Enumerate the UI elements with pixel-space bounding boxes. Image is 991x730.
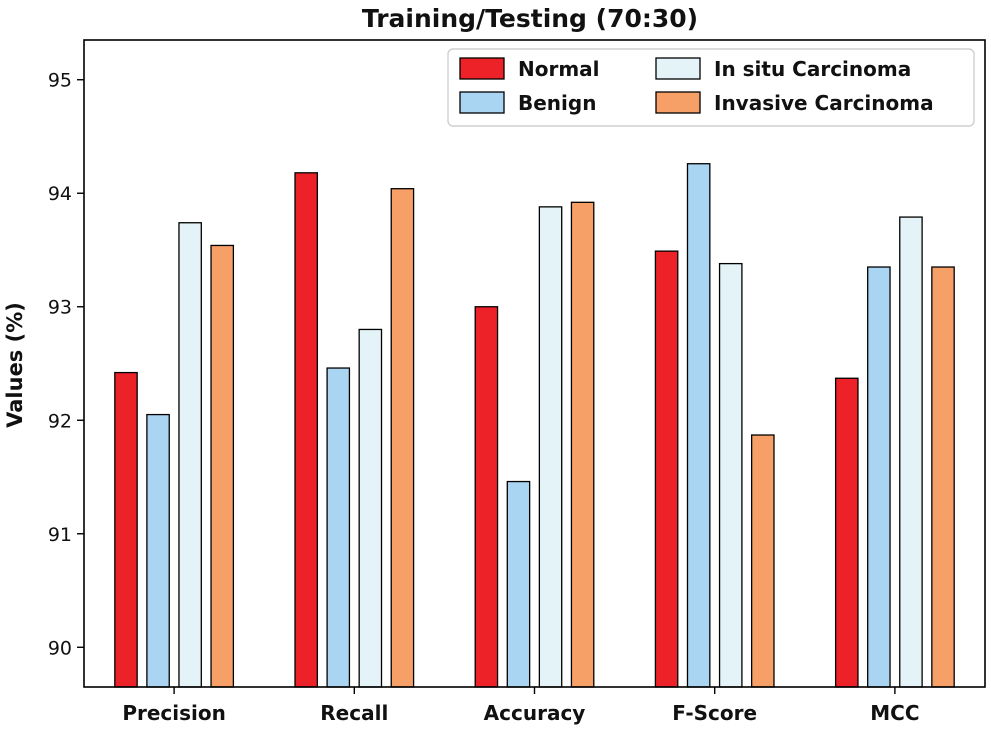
y-tick-label: 90 [48, 637, 72, 659]
legend-frame [447, 48, 975, 127]
legend-swatch [655, 91, 701, 114]
legend-swatch [459, 57, 505, 80]
y-axis-label: Values (%) [3, 302, 27, 428]
x-tick-label: Precision [122, 701, 226, 725]
bar-in-situ-carcinoma-accuracy [538, 206, 563, 688]
x-tick-label: Recall [320, 701, 388, 725]
y-tick-label: 92 [48, 410, 72, 432]
x-tick-label: MCC [870, 701, 919, 725]
bar-in-situ-carcinoma-mcc [899, 216, 923, 688]
chart-title: Training/Testing (70:30) [362, 4, 698, 33]
y-tick-label: 94 [48, 183, 72, 205]
bar-invasive-carcinoma-accuracy [570, 201, 595, 688]
bar-normal-recall [294, 172, 319, 688]
legend-label: Invasive Carcinoma [714, 91, 934, 115]
y-tick-label: 91 [48, 524, 72, 546]
bar-normal-accuracy [474, 306, 499, 688]
y-tick-label: 95 [48, 70, 72, 92]
bar-benign-recall [326, 367, 351, 688]
y-tick-label: 93 [48, 297, 72, 319]
bar-invasive-carcinoma-mcc [931, 266, 955, 688]
bar-in-situ-carcinoma-f-score [718, 262, 743, 688]
bar-normal-f-score [654, 250, 679, 688]
legend-label: Normal [518, 57, 600, 81]
x-tick-label: Accuracy [484, 701, 586, 725]
bar-benign-mcc [867, 266, 891, 688]
bar-normal-precision [114, 371, 138, 688]
plot-area [83, 39, 986, 688]
legend: Normal Benign In situ Carcinoma Invasive Ca… [447, 48, 975, 127]
bar-in-situ-carcinoma-precision [178, 222, 202, 688]
bar-invasive-carcinoma-precision [210, 244, 235, 688]
legend-label: Benign [518, 91, 596, 115]
bar-benign-accuracy [506, 480, 531, 688]
bar-invasive-carcinoma-f-score [750, 434, 775, 688]
legend-swatch [459, 91, 505, 114]
bar-normal-mcc [834, 377, 859, 688]
legend-label: In situ Carcinoma [714, 57, 911, 81]
x-tick-label: F-Score [672, 701, 757, 725]
legend-swatch [655, 57, 701, 80]
bar-benign-precision [146, 413, 170, 688]
bar-invasive-carcinoma-recall [390, 188, 415, 688]
bar-in-situ-carcinoma-recall [358, 328, 383, 688]
bar-benign-f-score [686, 163, 711, 688]
